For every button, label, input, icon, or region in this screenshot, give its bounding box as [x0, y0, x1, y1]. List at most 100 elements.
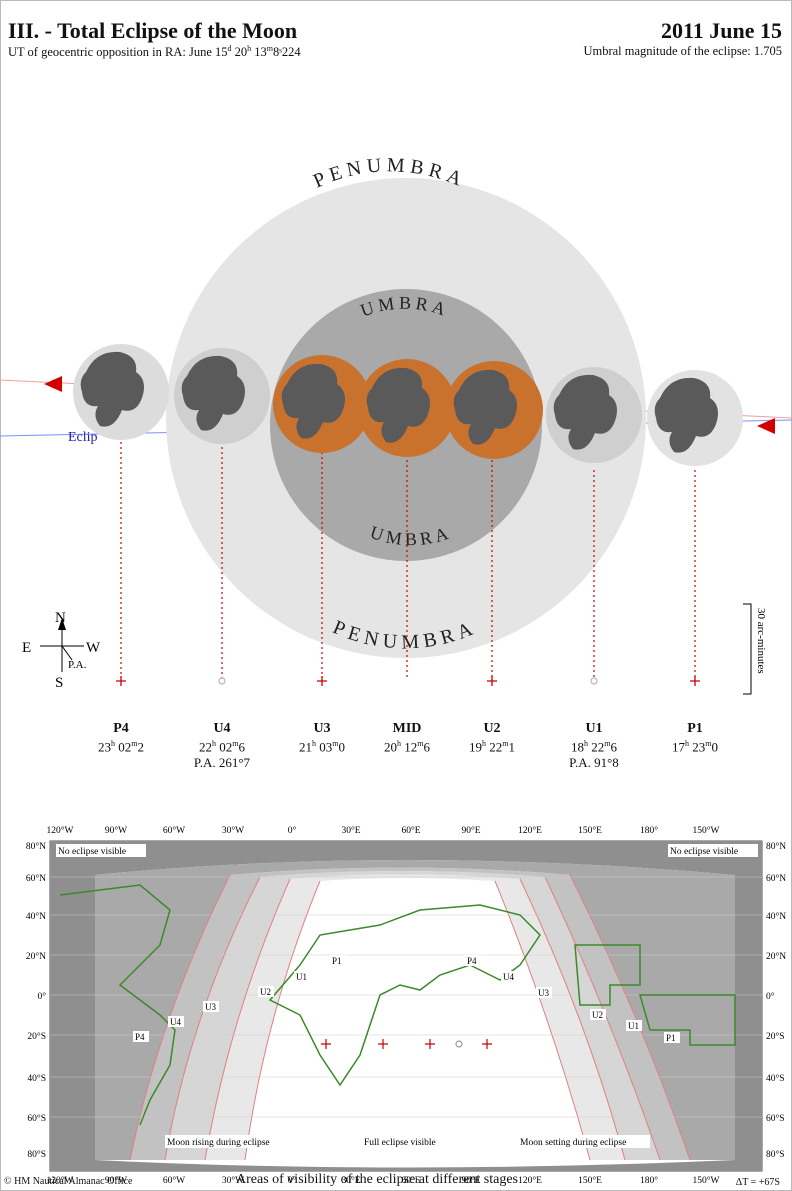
svg-text:60°E: 60°E	[401, 1175, 420, 1186]
svg-text:60°S: 60°S	[766, 1113, 785, 1124]
svg-text:120°E: 120°E	[518, 825, 542, 836]
event-time: 19h 22m1	[469, 739, 515, 755]
svg-text:120°W: 120°W	[46, 825, 73, 836]
svg-text:120°E: 120°E	[518, 1175, 542, 1186]
contour-curves	[129, 874, 691, 1161]
moon-setting-label: Moon setting during eclipse	[520, 1138, 626, 1148]
svg-text:U1: U1	[628, 1021, 639, 1031]
event-u2: U2 19h 22m1	[437, 721, 547, 755]
americas-outline	[59, 884, 176, 1126]
opposition-hours: 20	[234, 45, 248, 60]
opposition-seconds: 8ˢ224	[273, 45, 301, 60]
ecliptic-label: Eclip	[68, 430, 98, 445]
event-mid: MID 20h 12m6	[352, 721, 462, 755]
map-markers	[321, 1039, 492, 1049]
compass-n: N	[55, 610, 66, 626]
svg-text:40°N: 40°N	[766, 911, 786, 922]
event-time: 23h 02m2	[98, 739, 144, 755]
svg-text:90°E: 90°E	[461, 825, 480, 836]
event-position-angle: P.A. 91°8	[569, 755, 619, 771]
svg-text:U4: U4	[503, 972, 514, 982]
svg-text:0°: 0°	[766, 991, 775, 1002]
band-4	[205, 874, 625, 1160]
svg-text:60°W: 60°W	[163, 825, 185, 836]
svg-text:U3: U3	[538, 988, 549, 998]
svg-text:20°N: 20°N	[766, 951, 786, 962]
svg-text:30°W: 30°W	[222, 1175, 244, 1186]
opposition-time: UT of geocentric opposition in RA: June …	[8, 44, 301, 60]
no-eclipse-right: No eclipse visible	[670, 847, 738, 857]
svg-text:P1: P1	[332, 956, 342, 966]
band-outer	[95, 860, 735, 1160]
eurasia-africa-outline	[268, 904, 541, 1087]
full-eclipse-box	[362, 1135, 452, 1148]
oceania-outline	[639, 994, 736, 1046]
moon-u2	[445, 361, 543, 459]
visibility-map: No eclipse visible No eclipse visible Mo…	[26, 825, 786, 1186]
longitude-labels-top: 120°W 90°W 60°W 30°W 0° 30°E 60°E 90°E 1…	[46, 825, 719, 836]
svg-text:90°W: 90°W	[105, 825, 127, 836]
svg-text:80°N: 80°N	[26, 841, 46, 852]
event-time: 18h 22m6	[571, 739, 617, 755]
right-direction-arrow	[757, 418, 775, 434]
svg-text:60°N: 60°N	[26, 873, 46, 884]
svg-text:P1: P1	[666, 1033, 676, 1043]
event-label: U4	[213, 721, 231, 736]
compass-rose: N S E W P.A.	[22, 610, 101, 691]
page-title: III. - Total Eclipse of the Moon	[8, 18, 298, 43]
contour-labels-left: P4 U4 U3 U2 U1 P1	[133, 955, 346, 1042]
map-caption: Areas of visibility of the eclipse at di…	[236, 1172, 518, 1187]
event-drop-lines	[120, 442, 696, 678]
event-label: U3	[313, 721, 331, 736]
svg-text:20°S: 20°S	[27, 1031, 46, 1042]
svg-text:30°E: 30°E	[341, 1175, 360, 1186]
no-eclipse-left: No eclipse visible	[58, 847, 126, 857]
svg-text:U4: U4	[170, 1017, 181, 1027]
compass-pa: P.A.	[68, 659, 87, 671]
moon-u4	[174, 348, 270, 444]
moon-mid	[358, 359, 456, 457]
moon-p4	[73, 344, 169, 440]
svg-text:U3: U3	[205, 1002, 216, 1012]
event-label: P1	[687, 721, 703, 736]
event-u4: U4 22h 02m6 P.A. 261°7	[167, 721, 277, 771]
svg-text:U1: U1	[296, 972, 307, 982]
svg-text:120°W: 120°W	[46, 1175, 73, 1186]
moon-u1	[546, 367, 642, 463]
event-time: 22h 02m6	[199, 739, 245, 755]
hour-superscript: h	[247, 44, 252, 53]
no-eclipse-right-box	[668, 844, 758, 857]
svg-text:U2: U2	[592, 1010, 603, 1020]
svg-text:150°W: 150°W	[692, 1175, 719, 1186]
svg-text:0°: 0°	[288, 1175, 297, 1186]
svg-text:20°S: 20°S	[766, 1031, 785, 1042]
event-position-angle: P.A. 261°7	[193, 755, 251, 771]
opposition-prefix: UT of geocentric opposition in RA: June …	[8, 45, 228, 60]
svg-text:P4: P4	[467, 956, 477, 966]
svg-text:180°: 180°	[640, 1175, 658, 1186]
svg-text:U2: U2	[260, 987, 271, 997]
compass-w: W	[86, 640, 101, 656]
contour-labels-right: P4 U4 U3 U2 U1 P1	[465, 955, 680, 1043]
svg-text:150°W: 150°W	[692, 825, 719, 836]
moon-rising-label: Moon rising during eclipse	[167, 1138, 270, 1148]
svg-text:60°E: 60°E	[401, 825, 420, 836]
left-direction-arrow	[44, 376, 62, 392]
svg-text:80°N: 80°N	[766, 841, 786, 852]
svg-text:0°: 0°	[288, 825, 297, 836]
event-p1: P1 17h 23m0	[640, 721, 750, 755]
compass-s: S	[55, 675, 63, 691]
svg-text:150°E: 150°E	[578, 1175, 602, 1186]
svg-text:20°N: 20°N	[26, 951, 46, 962]
event-label: P4	[113, 721, 129, 736]
full-eclipse-label: Full eclipse visible	[364, 1138, 436, 1148]
svg-text:60°W: 60°W	[163, 1175, 185, 1186]
svg-text:30°W: 30°W	[222, 825, 244, 836]
svg-text:150°E: 150°E	[578, 825, 602, 836]
svg-text:40°S: 40°S	[766, 1073, 785, 1084]
umbral-magnitude: Umbral magnitude of the eclipse: 1.705	[583, 44, 782, 58]
minute-superscript: m	[266, 44, 274, 53]
svg-text:30°E: 30°E	[341, 825, 360, 836]
moon-p1	[647, 370, 743, 466]
